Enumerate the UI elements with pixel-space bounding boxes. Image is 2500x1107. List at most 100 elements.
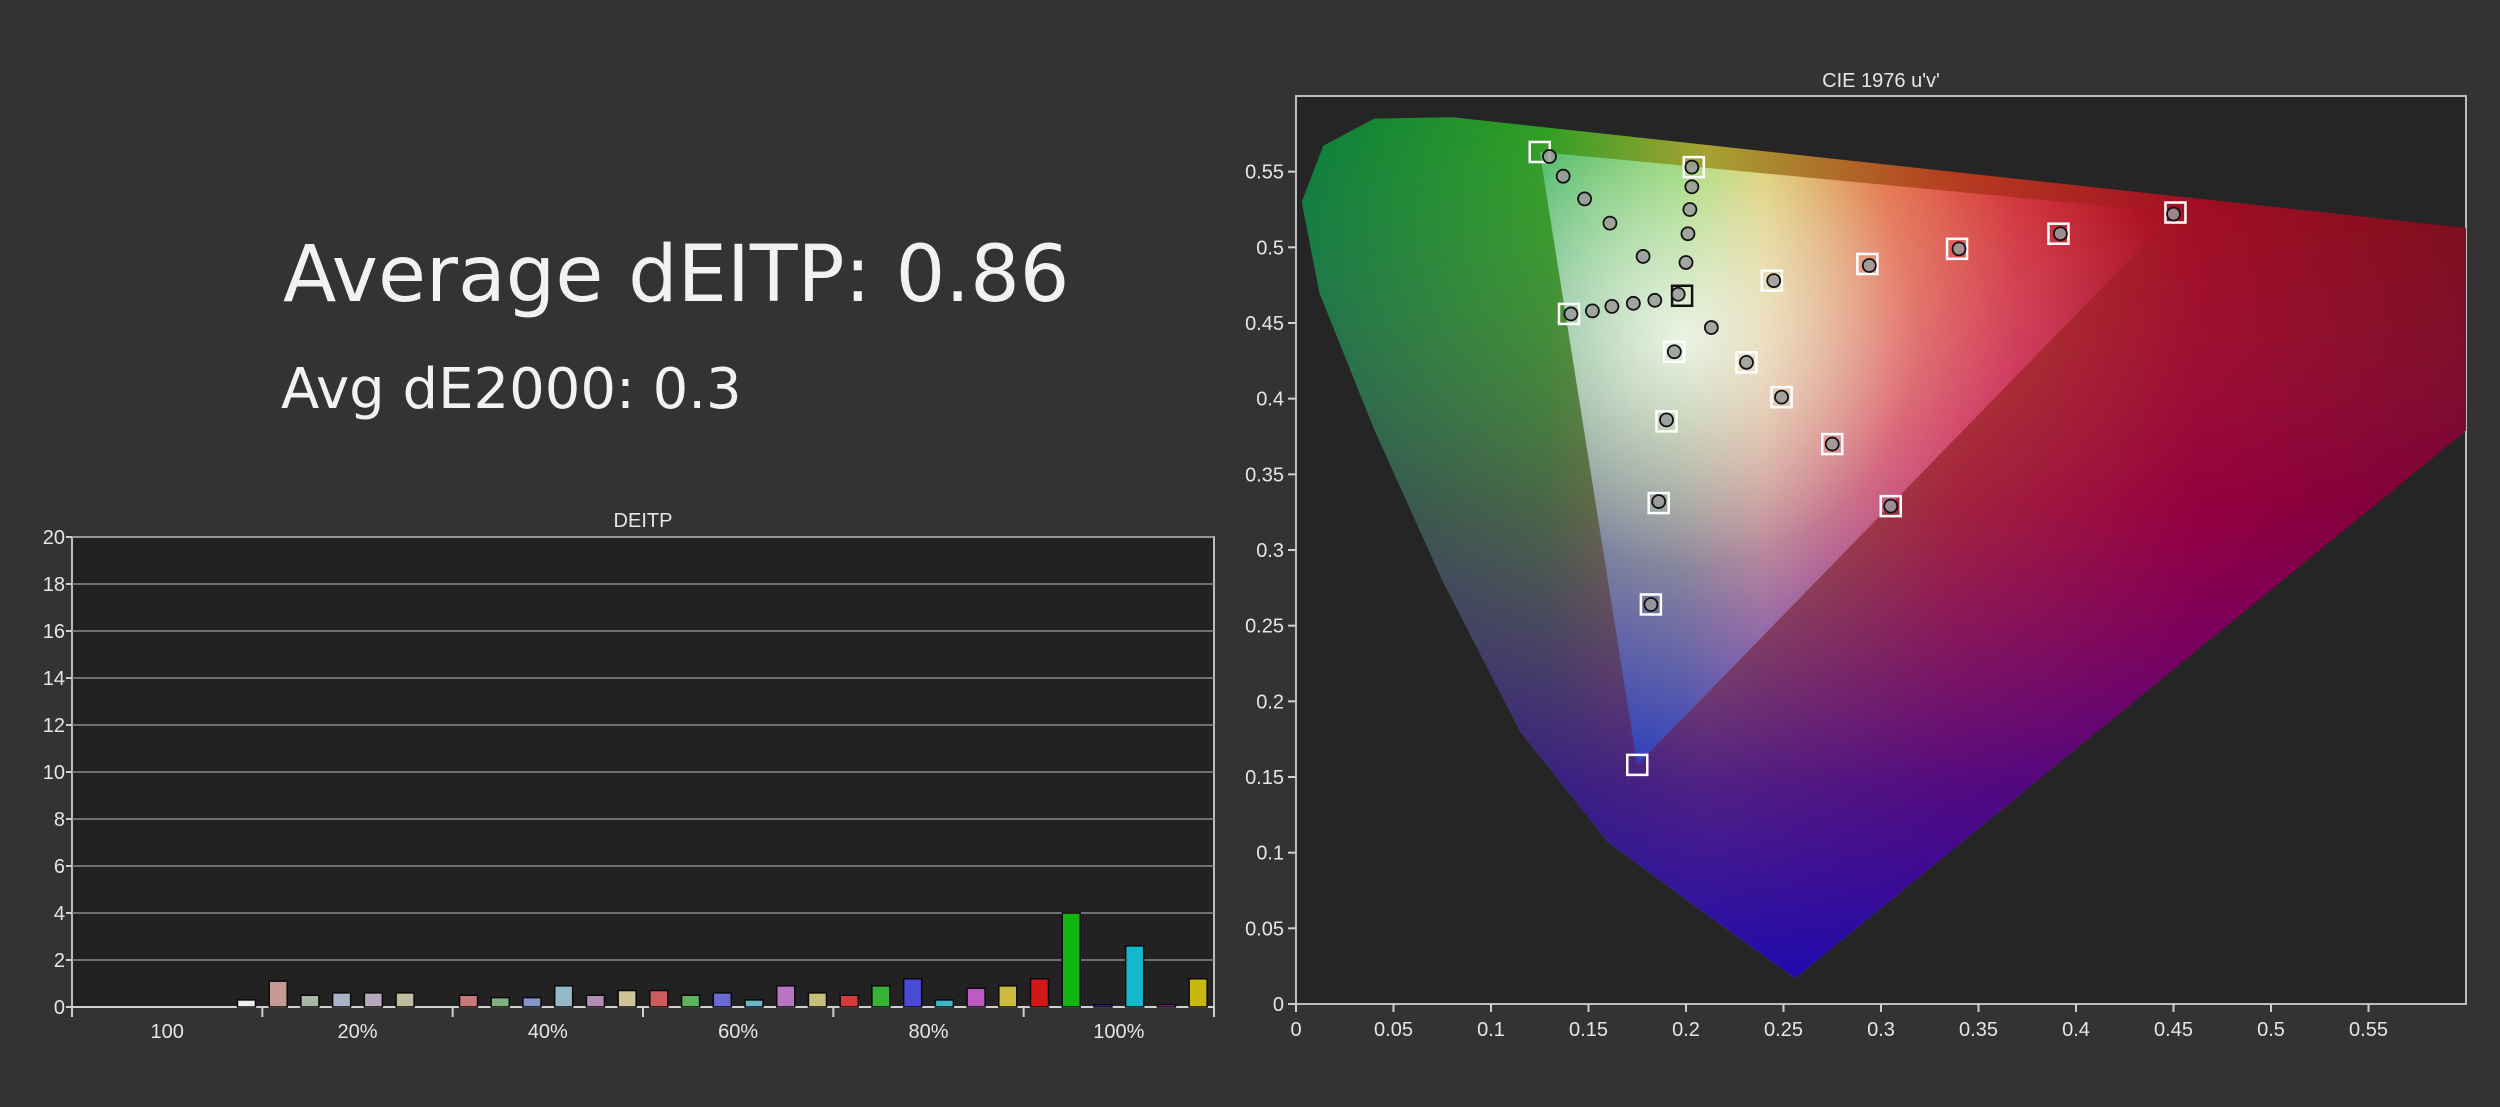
measured-point <box>2052 226 2068 242</box>
x-tick-label: 100% <box>1093 1021 1144 1043</box>
bar <box>1029 978 1050 1008</box>
measured-point <box>1625 295 1641 311</box>
x-tick-label: 0.3 <box>1867 1019 1895 1041</box>
y-tick-label: 18 <box>43 574 65 596</box>
y-tick-label: 0.4 <box>1256 389 1284 411</box>
target-square <box>1647 491 1670 515</box>
bar <box>649 989 669 1008</box>
x-tick-label: 0.35 <box>1959 1019 1998 1041</box>
measured-point <box>2166 206 2181 222</box>
target-square <box>1879 494 1902 518</box>
measured-point <box>1682 202 1698 217</box>
bar <box>395 992 415 1008</box>
y-tick-label: 0 <box>1273 994 1284 1016</box>
y-tick-label: 0.05 <box>1245 918 1284 940</box>
target-square <box>1655 410 1678 433</box>
y-tick-label: 0.55 <box>1245 162 1284 184</box>
target-square <box>1682 155 1706 179</box>
chart-title: CIE 1976 u'v' <box>1822 70 1940 92</box>
measured-point <box>1635 249 1651 264</box>
bar <box>363 992 384 1008</box>
measured-point <box>1739 354 1754 370</box>
x-tick-label: 0.2 <box>1672 1019 1700 1041</box>
measured-point <box>1555 168 1571 184</box>
x-tick-label: 80% <box>908 1021 948 1043</box>
y-tick-label: 16 <box>43 621 65 643</box>
y-tick-label: 0.3 <box>1256 540 1284 562</box>
bar <box>617 989 637 1008</box>
measured-point <box>1680 226 1696 242</box>
x-tick-label: 100 <box>150 1021 183 1043</box>
y-tick-label: 0.2 <box>1256 691 1284 713</box>
x-tick-label: 0.1 <box>1477 1019 1505 1041</box>
x-tick-label: 0.25 <box>1764 1019 1803 1041</box>
bar <box>331 992 352 1008</box>
y-tick-label: 0 <box>54 997 65 1019</box>
target-square <box>2047 222 2070 245</box>
x-tick-label: 20% <box>337 1021 377 1043</box>
x-tick-label: 0 <box>1290 1019 1301 1041</box>
x-tick-label: 40% <box>528 1021 568 1043</box>
measured-point <box>1861 258 1877 273</box>
bar <box>998 985 1018 1008</box>
measured-point <box>1684 179 1700 195</box>
measured-point <box>1604 298 1620 314</box>
measured-point <box>1563 306 1579 322</box>
measured-point <box>1824 436 1840 452</box>
bar <box>807 992 828 1008</box>
target-square <box>1821 432 1844 456</box>
y-tick-label: 8 <box>54 809 65 831</box>
measured-point <box>1659 412 1674 428</box>
measured-point <box>1643 597 1659 612</box>
target-square <box>1663 340 1686 364</box>
measured-point <box>1883 498 1899 514</box>
measured-point <box>1542 149 1557 164</box>
target-square <box>1760 269 1784 292</box>
y-tick-label: 6 <box>54 856 65 878</box>
y-tick-label: 14 <box>43 668 65 690</box>
measured-point <box>1703 320 1719 335</box>
bar <box>776 985 796 1008</box>
bar <box>522 996 542 1008</box>
y-tick-label: 0.1 <box>1256 843 1284 865</box>
y-tick-label: 10 <box>43 762 65 784</box>
x-tick-label: 0.4 <box>2062 1019 2090 1041</box>
x-tick-label: 0.45 <box>2154 1019 2193 1041</box>
bar <box>1156 1003 1177 1008</box>
target-square <box>1735 351 1758 374</box>
y-tick-label: 12 <box>43 715 65 737</box>
target-square <box>1856 252 1879 276</box>
bar <box>680 994 701 1008</box>
measured-point <box>1684 159 1700 175</box>
bar <box>236 999 257 1008</box>
measured-point <box>1647 292 1663 308</box>
measured-point <box>1666 344 1682 360</box>
bar <box>1124 945 1145 1008</box>
bar <box>902 978 923 1008</box>
measured-point <box>1951 241 1967 257</box>
bar <box>1188 978 1208 1008</box>
measured-point <box>1651 494 1667 509</box>
y-tick-label: 0.5 <box>1256 237 1284 259</box>
measured-point <box>1602 215 1618 231</box>
bar <box>839 994 859 1008</box>
x-tick-label: 0.15 <box>1569 1019 1608 1041</box>
gamut-highlight <box>1539 151 2176 765</box>
y-tick-label: 0.15 <box>1245 767 1284 789</box>
bar <box>1061 912 1081 1008</box>
chart-title: DEITP <box>614 510 673 532</box>
target-square <box>1639 593 1663 616</box>
bar <box>553 985 574 1008</box>
average-deitp-label: Average dEITP: 0.86 <box>283 230 1070 320</box>
measured-point <box>1585 303 1600 319</box>
avg-de2000-label: Avg dE2000: 0.3 <box>281 357 742 422</box>
bar <box>268 980 288 1008</box>
measured-point <box>1577 191 1592 207</box>
y-tick-label: 0.45 <box>1245 313 1284 335</box>
bar <box>490 996 510 1008</box>
bar <box>934 999 955 1008</box>
target-square <box>2164 201 2187 224</box>
x-tick-label: 0.55 <box>2349 1019 2388 1041</box>
